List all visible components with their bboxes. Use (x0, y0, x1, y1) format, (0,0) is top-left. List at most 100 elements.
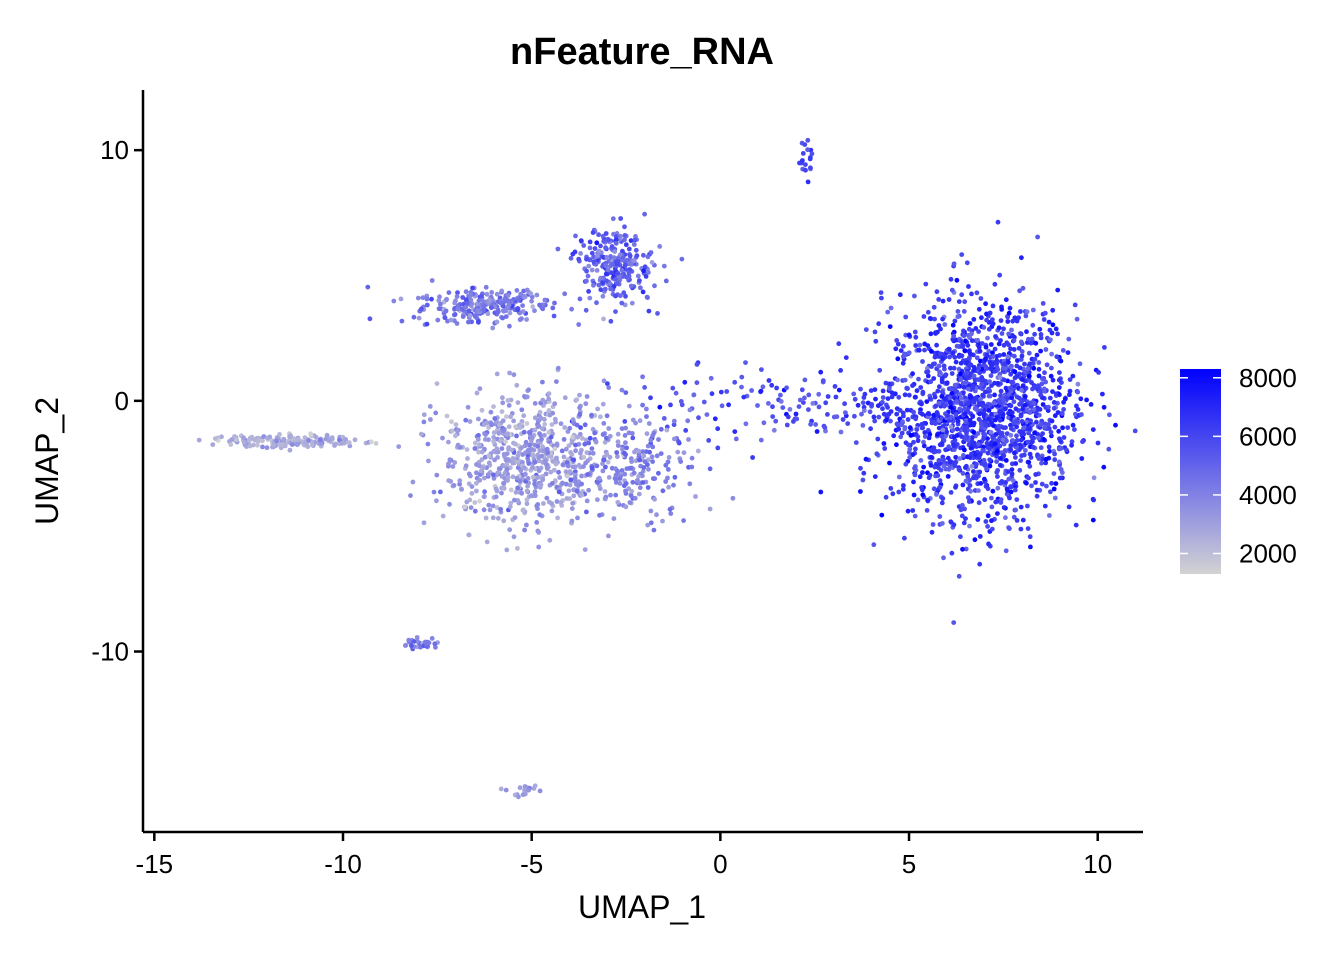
scatter-point (904, 385, 910, 391)
scatter-point (577, 296, 583, 302)
scatter-point (1007, 305, 1013, 311)
scatter-point (1031, 407, 1037, 412)
scatter-point (838, 368, 843, 373)
scatter-point (1009, 471, 1015, 477)
scatter-point (581, 454, 587, 460)
scatter-point (1058, 438, 1063, 444)
scatter-point (260, 444, 265, 450)
scatter-point (1034, 493, 1040, 499)
scatter-point (882, 446, 888, 451)
scatter-point (1053, 481, 1059, 486)
scatter-point (675, 449, 681, 455)
scatter-point (540, 444, 545, 450)
scatter-point (515, 453, 521, 459)
scatter-point (605, 459, 611, 465)
scatter-point (860, 400, 866, 406)
scatter-point (983, 357, 988, 362)
scatter-point (897, 292, 903, 298)
scatter-point (1042, 370, 1047, 376)
scatter-point (476, 433, 481, 438)
scatter-point (948, 365, 953, 371)
scatter-point (1015, 358, 1020, 363)
scatter-point (969, 331, 974, 337)
scatter-point (1052, 424, 1058, 430)
scatter-point (1069, 442, 1074, 448)
scatter-point (586, 263, 592, 269)
scatter-point (623, 488, 628, 494)
scatter-point (1036, 456, 1042, 461)
scatter-point (1012, 450, 1017, 456)
scatter-point (584, 268, 589, 274)
scatter-point (611, 255, 617, 261)
scatter-point (495, 470, 501, 476)
scatter-point (484, 539, 490, 545)
scatter-point (974, 407, 979, 412)
scatter-point (1009, 327, 1014, 333)
scatter-point (1055, 410, 1061, 415)
scatter-point (1005, 469, 1011, 474)
scatter-point (474, 488, 479, 494)
scatter-point (683, 428, 689, 433)
scatter-point (960, 471, 966, 476)
scatter-point (994, 498, 1000, 504)
scatter-point (724, 389, 730, 394)
scatter-point (598, 243, 603, 249)
scatter-point (1057, 370, 1062, 375)
scatter-point (583, 307, 589, 313)
scatter-point (958, 377, 964, 382)
scatter-point (715, 445, 721, 451)
scatter-point (607, 433, 613, 439)
scatter-point (1014, 497, 1020, 502)
scatter-point (1000, 437, 1006, 443)
scatter-point (429, 296, 434, 302)
scatter-point (1010, 478, 1016, 483)
scatter-point (563, 446, 569, 452)
scatter-point (1040, 376, 1045, 382)
scatter-point (648, 508, 654, 514)
scatter-point (663, 278, 669, 284)
scatter-point (921, 464, 926, 470)
scatter-point (913, 343, 919, 348)
scatter-point (1003, 548, 1009, 554)
scatter-point (694, 362, 700, 367)
scatter-point (552, 300, 557, 306)
scatter-point (689, 455, 695, 461)
scatter-point (480, 465, 486, 470)
scatter-point (491, 476, 497, 481)
scatter-point (545, 450, 551, 456)
scatter-point (255, 438, 261, 444)
scatter-point (1090, 517, 1096, 523)
scatter-point (626, 270, 632, 275)
x-tick-label: 10 (1083, 849, 1112, 879)
scatter-point (939, 389, 945, 395)
scatter-point (1038, 445, 1044, 451)
scatter-point (1049, 365, 1054, 371)
scatter-point (806, 392, 812, 398)
scatter-point (758, 388, 764, 394)
scatter-point (1095, 440, 1101, 446)
scatter-point (863, 327, 869, 332)
scatter-point (463, 463, 469, 469)
scatter-point (990, 350, 995, 356)
scatter-point (932, 354, 938, 360)
scatter-point (961, 309, 967, 314)
scatter-point (1077, 361, 1083, 367)
scatter-point (760, 384, 766, 390)
scatter-point (515, 546, 520, 551)
scatter-point (607, 281, 613, 287)
scatter-point (496, 430, 502, 436)
scatter-point (695, 448, 701, 454)
scatter-point (985, 524, 990, 529)
scatter-point (988, 366, 993, 371)
scatter-point (670, 385, 676, 391)
scatter-point (1056, 385, 1062, 390)
scatter-point (438, 301, 443, 307)
scatter-point (802, 142, 808, 148)
scatter-point (994, 360, 1000, 366)
scatter-point (733, 436, 739, 442)
scatter-point (759, 367, 764, 372)
scatter-point (584, 278, 589, 284)
scatter-point (963, 478, 969, 484)
scatter-point (1007, 495, 1012, 501)
scatter-point (624, 445, 629, 451)
